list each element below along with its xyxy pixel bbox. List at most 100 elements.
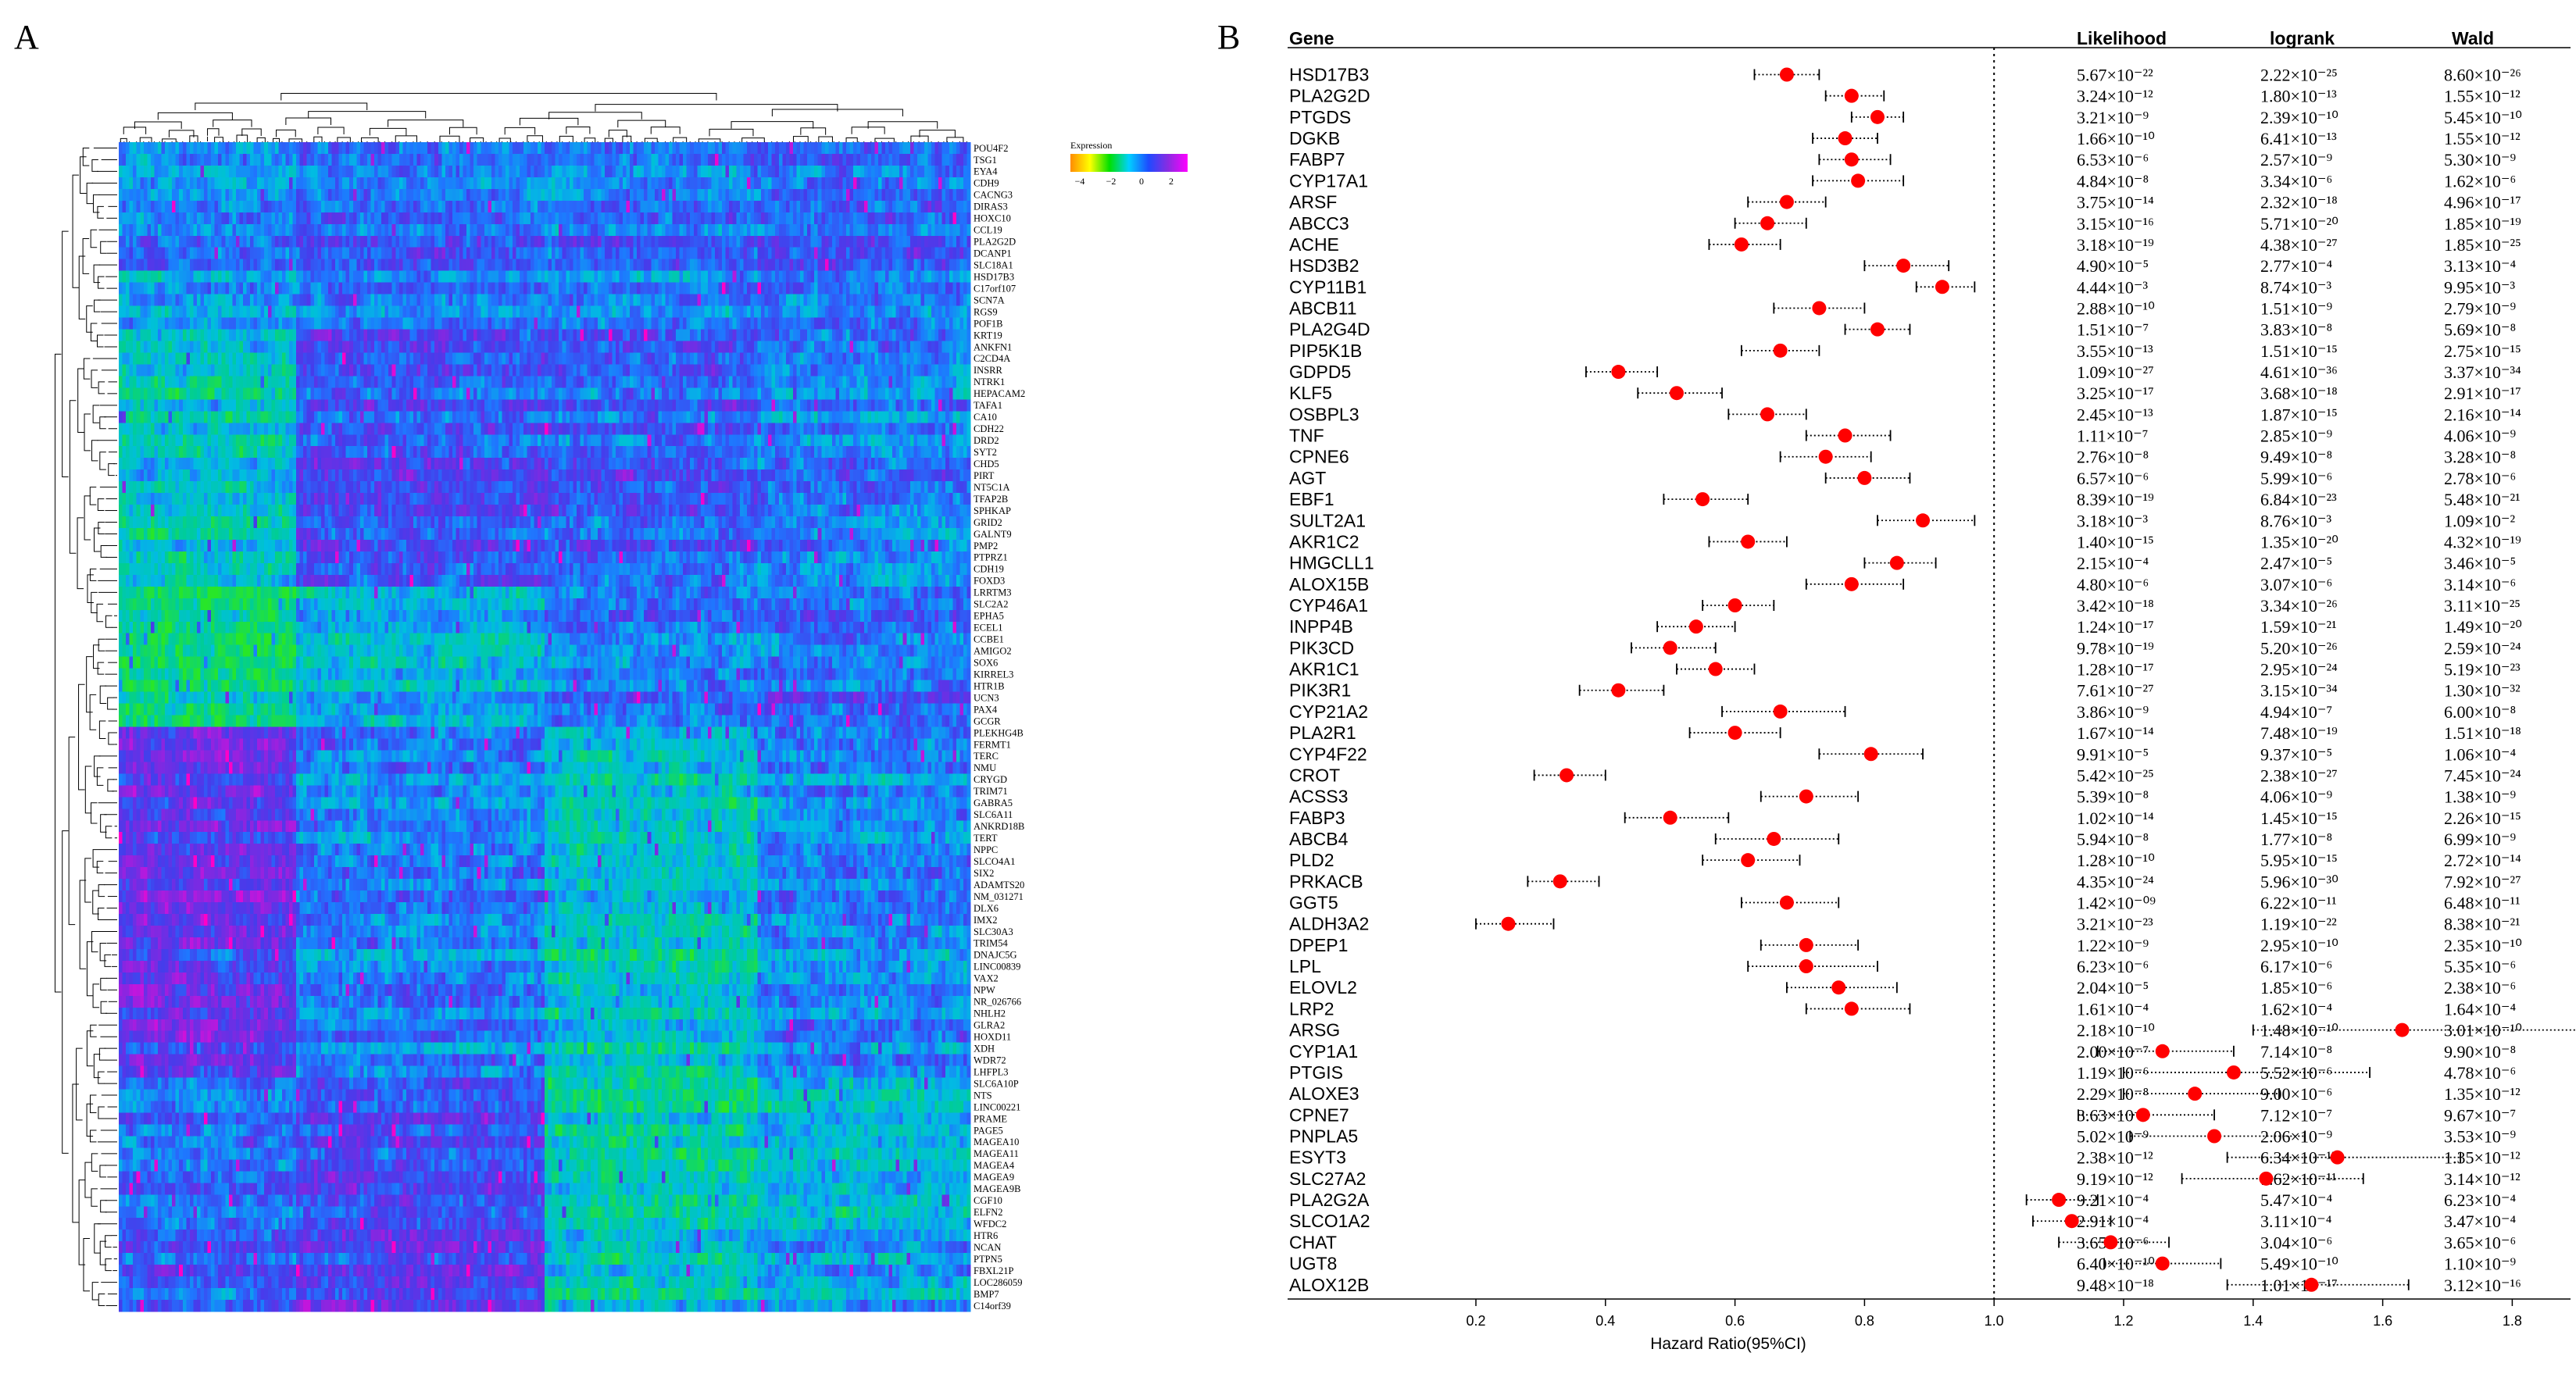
gene-label: LPL [1289,956,1321,976]
gene-label: SULT2A1 [1289,510,1366,530]
logrank-pvalue: 6.84×10⁻²³ [2260,490,2337,509]
heatmap-gene-label: MAGEA9B [974,1183,1020,1194]
logrank-pvalue: 3.34×10⁻²⁶ [2260,596,2338,616]
heatmap-gene-label: TFAP2B [974,494,1008,505]
forest-row: ARSG 2.18×10⁻¹⁰ 1.48×10⁻¹⁰ 3.01×10⁻¹⁰ [1289,1020,2576,1040]
likelihood-pvalue: 2.76×10⁻⁸ [2077,448,2149,467]
logrank-pvalue: 3.04×10⁻⁶ [2260,1233,2332,1252]
column-header-logrank: logrank [2270,28,2335,48]
forest-row: AKR1C2 1.40×10⁻¹⁵ 1.35×10⁻²⁰ 4.32×10⁻¹⁹ [1289,532,2521,552]
logrank-pvalue: 1.59×10⁻²¹ [2260,617,2337,637]
heatmap-gene-label: TRIM54 [974,938,1009,949]
wald-pvalue: 3.46×10⁻⁵ [2444,554,2516,573]
gene-label: PTGDS [1289,107,1351,127]
logrank-pvalue: 1.51×10⁻⁹ [2260,299,2333,319]
logrank-pvalue: 2.32×10⁻¹⁸ [2260,193,2338,212]
heatmap-gene-label: CGF10 [974,1195,1002,1206]
gene-label: ALDH3A2 [1289,914,1369,934]
hazard-ratio-point [2155,1256,2170,1271]
x-tick-label: 0.2 [1466,1313,1485,1329]
gene-label: AKR1C2 [1289,532,1359,552]
hazard-ratio-point [2259,1171,2274,1186]
gene-label: CHAT [1289,1232,1337,1252]
hazard-ratio-point [1663,810,1677,825]
forest-row: DPEP1 1.22×10⁻⁹ 2.95×10⁻¹⁰ 2.35×10⁻¹⁰ [1289,935,2522,955]
likelihood-pvalue: 2.00×10⁻⁷ [2077,1042,2149,1062]
likelihood-pvalue: 9.78×10⁻¹⁹ [2077,638,2154,658]
likelihood-pvalue: 2.45×10⁻¹³ [2077,405,2153,424]
heatmap-gene-label: MAGEA9 [974,1172,1014,1183]
hazard-ratio-point [2207,1129,2222,1144]
logrank-pvalue: 5.49×10⁻¹⁰ [2260,1254,2338,1274]
gene-label: HMGCLL1 [1289,553,1374,573]
forest-row: AKR1C1 1.28×10⁻¹⁷ 2.95×10⁻²⁴ 5.19×10⁻²³ [1289,659,2521,680]
heatmap-gene-label: AMIGO2 [974,646,1012,657]
likelihood-pvalue: 2.29×10⁻⁸ [2077,1084,2149,1104]
likelihood-pvalue: 3.55×10⁻¹³ [2077,341,2153,361]
forest-row: CPNE7 3.63×10⁻⁷ 7.12×10⁻⁷ 9.67×10⁻⁷ [1289,1105,2516,1125]
likelihood-pvalue: 1.61×10⁻⁴ [2077,999,2149,1019]
heatmap-gene-label: GLRA2 [974,1020,1005,1031]
logrank-pvalue: 3.15×10⁻³⁴ [2260,681,2338,701]
wald-pvalue: 3.53×10⁻⁹ [2444,1127,2517,1147]
gene-label: ALOX15B [1289,574,1369,594]
forest-row: CYP1A1 2.00×10⁻⁷ 7.14×10⁻⁸ 9.90×10⁻⁸ [1289,1041,2516,1062]
legend-title: Expression [1070,140,1112,151]
x-tick-label: 1.0 [1985,1313,2004,1329]
forest-row: ABCC3 3.15×10⁻¹⁶ 5.71×10⁻²⁰ 1.85×10⁻¹⁹ [1289,213,2521,234]
heatmap-gene-label: PRAME [974,1113,1007,1124]
likelihood-pvalue: 2.04×10⁻⁵ [2077,978,2149,997]
likelihood-pvalue: 3.42×10⁻¹⁸ [2077,596,2154,616]
hazard-ratio-point [1708,662,1723,676]
wald-pvalue: 2.16×10⁻¹⁴ [2444,405,2521,424]
heatmap-gene-label: DNAJC5G [974,950,1017,961]
logrank-pvalue: 1.62×10⁻⁴ [2260,999,2333,1019]
hazard-ratio-point [2155,1044,2170,1058]
x-tick-label: 0.4 [1595,1313,1615,1329]
logrank-pvalue: 6.41×10⁻¹³ [2260,129,2337,148]
heatmap-gene-label: NPW [974,985,995,996]
legend-tick: 2 [1169,176,1174,187]
forest-row: GGT5 1.42×10⁻⁰⁹ 6.22×10⁻¹¹ 6.48×10⁻¹¹ [1289,893,2521,913]
gene-label: ELOVL2 [1289,977,1357,997]
forest-row: UGT8 6.40×10⁻¹⁰ 5.49×10⁻¹⁰ 1.10×10⁻⁹ [1289,1254,2517,1274]
gene-label: INPP4B [1289,616,1353,637]
gene-label: PLA2G2A [1289,1190,1370,1210]
likelihood-pvalue: 3.24×10⁻¹² [2077,87,2153,106]
hazard-ratio-point [1773,343,1788,358]
heatmap-gene-label: GCGR [974,716,1001,726]
heatmap-gene-label: ANKRD18B [974,821,1024,832]
wald-pvalue: 9.90×10⁻⁸ [2444,1042,2516,1062]
logrank-pvalue: 2.39×10⁻¹⁰ [2260,108,2338,127]
wald-pvalue: 1.55×10⁻¹² [2444,129,2521,148]
likelihood-pvalue: 3.15×10⁻¹⁶ [2077,214,2154,234]
gene-label: DPEP1 [1289,935,1348,955]
gene-label: KLF5 [1289,383,1332,403]
logrank-pvalue: 6.17×10⁻⁶ [2260,957,2332,976]
heatmap-gene-label: SLC18A1 [974,260,1013,271]
hazard-ratio-point [1741,853,1756,868]
likelihood-pvalue: 5.02×10⁻⁹ [2077,1127,2149,1147]
heatmap-gene-label: HSD17B3 [974,272,1014,283]
forest-row: CYP46A1 3.42×10⁻¹⁸ 3.34×10⁻²⁶ 3.11×10⁻²⁵ [1289,595,2521,616]
heatmap-gene-label: EYA4 [974,166,998,177]
likelihood-pvalue: 9.48×10⁻¹⁸ [2077,1276,2154,1295]
likelihood-pvalue: 4.35×10⁻²⁴ [2077,872,2154,891]
heatmap-gene-label: SCN7A [974,294,1005,305]
gene-label: UGT8 [1289,1254,1337,1274]
heatmap-gene-label: DRD2 [974,435,999,446]
gene-label: ARSG [1289,1020,1340,1040]
wald-pvalue: 5.30×10⁻⁹ [2444,150,2517,170]
heatmap-gene-label: LOC286059 [974,1277,1023,1288]
hazard-ratio-point [1760,407,1775,422]
heatmap-gene-label: SPHKAP [974,505,1011,516]
hazard-ratio-point [2226,1065,2241,1080]
wald-pvalue: 5.19×10⁻²³ [2444,660,2521,680]
wald-pvalue: 3.01×10⁻¹⁰ [2444,1021,2522,1040]
forest-row: EBF1 8.39×10⁻¹⁹ 6.84×10⁻²³ 5.48×10⁻²¹ [1289,489,2521,509]
heatmap-gene-label: TRIM71 [974,786,1008,797]
gene-label: FABP7 [1289,149,1345,170]
forest-row: LRP2 1.61×10⁻⁴ 1.62×10⁻⁴ 1.64×10⁻⁴ [1289,998,2517,1019]
gene-label: ABCC3 [1289,213,1349,234]
wald-pvalue: 1.09×10⁻² [2444,511,2516,530]
